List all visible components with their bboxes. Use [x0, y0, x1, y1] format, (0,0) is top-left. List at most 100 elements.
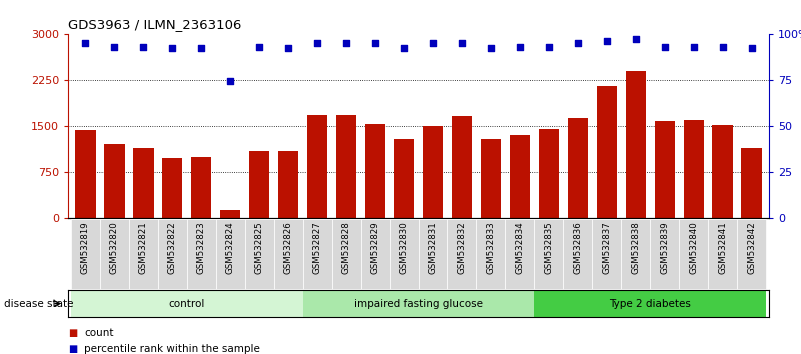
- Point: [745, 46, 758, 51]
- Bar: [534, 219, 563, 289]
- Bar: [129, 219, 158, 289]
- Bar: [509, 135, 530, 218]
- Bar: [245, 219, 274, 289]
- Bar: [389, 219, 418, 289]
- Text: GSM532834: GSM532834: [515, 222, 525, 274]
- Bar: [104, 144, 125, 218]
- Bar: [505, 219, 534, 289]
- Bar: [683, 120, 704, 218]
- Text: GSM532826: GSM532826: [284, 222, 292, 274]
- Point: [166, 46, 179, 51]
- Bar: [75, 130, 95, 218]
- Point: [368, 40, 381, 46]
- Point: [427, 40, 440, 46]
- Bar: [307, 115, 328, 218]
- Text: count: count: [84, 328, 114, 338]
- Text: GSM532823: GSM532823: [197, 222, 206, 274]
- Text: GSM532822: GSM532822: [168, 222, 177, 274]
- Text: GSM532825: GSM532825: [255, 222, 264, 274]
- Bar: [303, 219, 332, 289]
- Text: disease state: disease state: [4, 298, 74, 309]
- Text: GSM532828: GSM532828: [341, 222, 351, 274]
- Bar: [71, 219, 100, 289]
- Point: [456, 40, 469, 46]
- Bar: [100, 219, 129, 289]
- Text: GSM532841: GSM532841: [718, 222, 727, 274]
- Text: GSM532820: GSM532820: [110, 222, 119, 274]
- Point: [601, 38, 614, 44]
- Bar: [563, 219, 592, 289]
- Point: [630, 36, 642, 42]
- Text: GSM532842: GSM532842: [747, 222, 756, 274]
- Bar: [448, 219, 477, 289]
- Text: GSM532830: GSM532830: [400, 222, 409, 274]
- Bar: [650, 219, 679, 289]
- Point: [79, 40, 92, 46]
- Bar: [477, 219, 505, 289]
- Bar: [737, 219, 766, 289]
- Text: GSM532829: GSM532829: [371, 222, 380, 274]
- Bar: [274, 219, 303, 289]
- Point: [542, 44, 555, 49]
- Bar: [712, 125, 733, 218]
- Bar: [481, 139, 501, 218]
- Text: ■: ■: [68, 328, 78, 338]
- Text: GSM532821: GSM532821: [139, 222, 148, 274]
- Text: GDS3963 / ILMN_2363106: GDS3963 / ILMN_2363106: [68, 18, 241, 31]
- Bar: [423, 126, 443, 218]
- Text: impaired fasting glucose: impaired fasting glucose: [354, 298, 483, 309]
- Text: GSM532840: GSM532840: [689, 222, 698, 274]
- Bar: [418, 219, 448, 289]
- Text: ■: ■: [68, 344, 78, 354]
- Text: GSM532819: GSM532819: [81, 222, 90, 274]
- Bar: [679, 219, 708, 289]
- Bar: [452, 116, 472, 218]
- Bar: [622, 219, 650, 289]
- Text: GSM532837: GSM532837: [602, 222, 611, 274]
- Text: Type 2 diabetes: Type 2 diabetes: [610, 298, 691, 309]
- Bar: [133, 148, 154, 218]
- Point: [223, 79, 236, 84]
- Bar: [336, 115, 356, 218]
- Bar: [742, 148, 762, 218]
- Point: [108, 44, 121, 49]
- Bar: [568, 118, 588, 218]
- Bar: [303, 290, 534, 317]
- Point: [716, 44, 729, 49]
- Point: [137, 44, 150, 49]
- Text: GSM532839: GSM532839: [660, 222, 669, 274]
- Point: [658, 44, 671, 49]
- Bar: [191, 157, 211, 218]
- Bar: [592, 219, 622, 289]
- Text: GSM532833: GSM532833: [486, 222, 496, 274]
- Text: GSM532831: GSM532831: [429, 222, 437, 274]
- Point: [195, 46, 207, 51]
- Bar: [626, 71, 646, 218]
- Point: [571, 40, 584, 46]
- Bar: [332, 219, 360, 289]
- Bar: [394, 138, 414, 218]
- Bar: [220, 210, 240, 218]
- Text: GSM532836: GSM532836: [574, 222, 582, 274]
- Bar: [360, 219, 389, 289]
- Bar: [187, 219, 215, 289]
- Bar: [158, 219, 187, 289]
- Text: GSM532827: GSM532827: [312, 222, 322, 274]
- Point: [253, 44, 266, 49]
- Bar: [249, 152, 269, 218]
- Bar: [708, 219, 737, 289]
- Point: [397, 46, 410, 51]
- Bar: [278, 152, 298, 218]
- Bar: [534, 290, 766, 317]
- Text: GSM532824: GSM532824: [226, 222, 235, 274]
- Text: control: control: [169, 298, 205, 309]
- Text: percentile rank within the sample: percentile rank within the sample: [84, 344, 260, 354]
- Point: [513, 44, 526, 49]
- Point: [311, 40, 324, 46]
- Text: GSM532832: GSM532832: [457, 222, 466, 274]
- Bar: [71, 290, 303, 317]
- Bar: [539, 129, 559, 218]
- Text: GSM532835: GSM532835: [545, 222, 553, 274]
- Point: [687, 44, 700, 49]
- Point: [485, 46, 497, 51]
